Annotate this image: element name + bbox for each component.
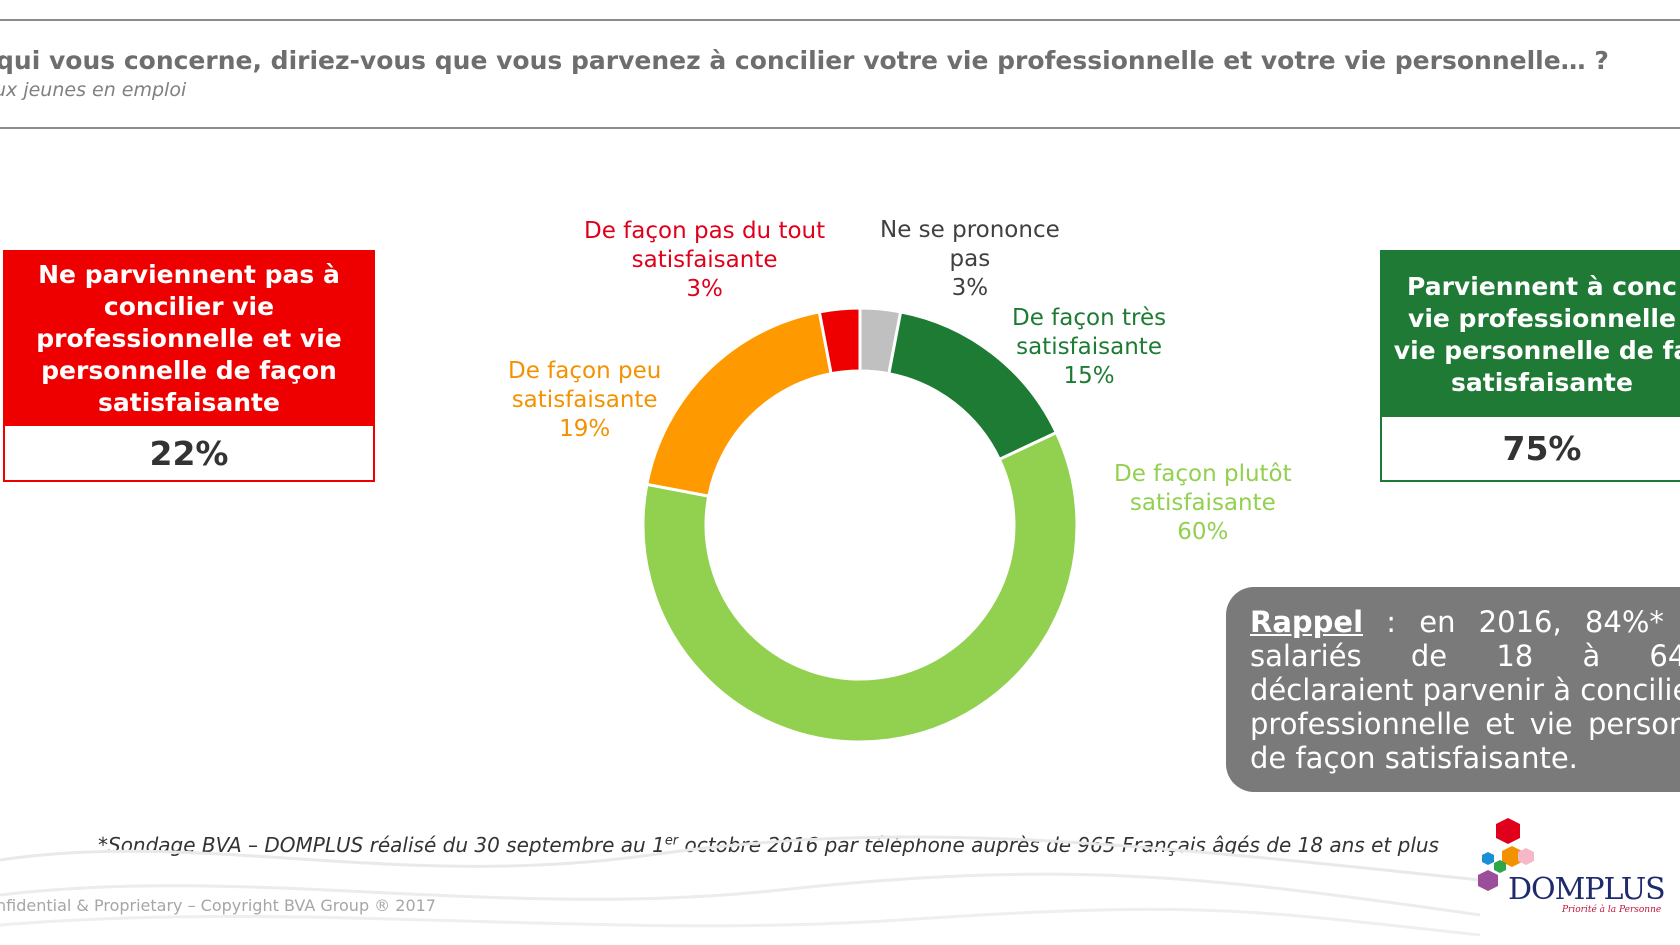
slice-label-text: pas <box>949 246 991 272</box>
summary-positive-line: vie professionnelle <box>1408 303 1676 333</box>
summary-positive-heading: Parviennent à conc vie professionnelle v… <box>1382 252 1680 417</box>
summary-negative-line: professionnelle et vie <box>36 324 342 353</box>
summary-box-positive: Parviennent à conc vie professionnelle v… <box>1380 250 1680 482</box>
footnote: *Sondage BVA – DOMPLUS réalisé du 30 sep… <box>98 833 1439 857</box>
header-rule-bottom <box>0 127 1680 129</box>
rappel-line: déclaraient parvenir à concilie <box>1250 673 1680 707</box>
logo-wordmark: DOMPLUS <box>1508 872 1666 907</box>
slice-label-text: Ne se prononce <box>880 217 1060 243</box>
slice-value-label: 15% <box>1063 363 1115 389</box>
slice-label-text: De façon peu <box>508 358 662 384</box>
slice-value-label: 19% <box>559 416 611 442</box>
slice-label-peu: De façon peu satisfaisante 19% <box>508 357 661 444</box>
summary-box-negative: Ne parviennent pas à concilier vie profe… <box>3 250 375 482</box>
copyright-notice: nfidential & Proprietary – Copyright BVA… <box>0 896 436 915</box>
summary-negative-line: satisfaisante <box>98 388 280 417</box>
summary-positive-line: vie personnelle de fa <box>1393 335 1680 365</box>
header-rule-top <box>0 19 1680 21</box>
rappel-heading: Rappel <box>1250 605 1364 639</box>
donut-chart <box>641 306 1079 744</box>
slice-label-tres: De façon très satisfaisante 15% <box>1012 304 1166 391</box>
slice-label-text: satisfaisante <box>1016 334 1162 360</box>
slice-label-pas-du-tout: De façon pas du tout satisfaisante 3% <box>584 217 825 304</box>
footnote-text: octobre 2016 par téléphone auprès de 965… <box>678 833 1439 857</box>
question-title: qui vous concerne, diriez-vous que vous … <box>0 46 1609 75</box>
rappel-line: de façon satisfaisante. <box>1250 741 1578 775</box>
donut-slice-3 <box>645 310 833 498</box>
donut-slice-4 <box>817 306 862 376</box>
summary-positive-line: satisfaisante <box>1451 367 1633 397</box>
logo-tagline: Priorité à la Personne <box>1562 905 1662 915</box>
background-swirl-decoration <box>0 835 1480 937</box>
slice-value-label: 60% <box>1177 519 1229 545</box>
rappel-line: salariés de 18 à 64 <box>1250 639 1680 673</box>
rappel-line: professionnelle et vie person <box>1250 707 1680 741</box>
summary-negative-line: concilier vie <box>103 292 275 321</box>
footnote-superscript: er <box>664 833 679 849</box>
donut-slice-2 <box>641 430 1079 744</box>
slice-label-text: satisfaisante <box>631 247 778 273</box>
summary-negative-line: Ne parviennent pas à <box>38 260 340 289</box>
logo-mark-icon <box>1478 818 1534 891</box>
rappel-text: : en 2016, 84%* <box>1363 605 1664 639</box>
slice-label-text: satisfaisante <box>1129 490 1276 516</box>
slice-label-sans-avis: Ne se prononce pas 3% <box>880 216 1060 303</box>
slice-value-label: 3% <box>686 276 723 302</box>
slice-label-plutot: De façon plutôt satisfaisante 60% <box>1114 460 1292 547</box>
summary-negative-line: personnelle de façon <box>41 356 337 385</box>
slice-label-text: satisfaisante <box>511 387 658 413</box>
summary-positive-value: 75% <box>1502 429 1582 468</box>
domplus-logo: DOMPLUS Priorité à la Personne <box>1474 816 1670 916</box>
slice-label-text: De façon très <box>1012 305 1167 331</box>
rappel-line: Rappel : en 2016, 84%* <box>1250 605 1680 639</box>
question-subtitle: ux jeunes en emploi <box>0 79 187 101</box>
summary-negative-value: 22% <box>149 433 229 473</box>
rappel-callout: Rappel : en 2016, 84%* salariés de 18 à … <box>1226 587 1680 792</box>
summary-negative-heading: Ne parviennent pas à concilier vie profe… <box>5 252 373 426</box>
slice-value-label: 3% <box>951 275 989 301</box>
slice-label-text: De façon plutôt <box>1114 461 1292 487</box>
slice-label-text: De façon pas du tout <box>584 218 826 244</box>
summary-positive-line: Parviennent à conc <box>1407 271 1677 301</box>
